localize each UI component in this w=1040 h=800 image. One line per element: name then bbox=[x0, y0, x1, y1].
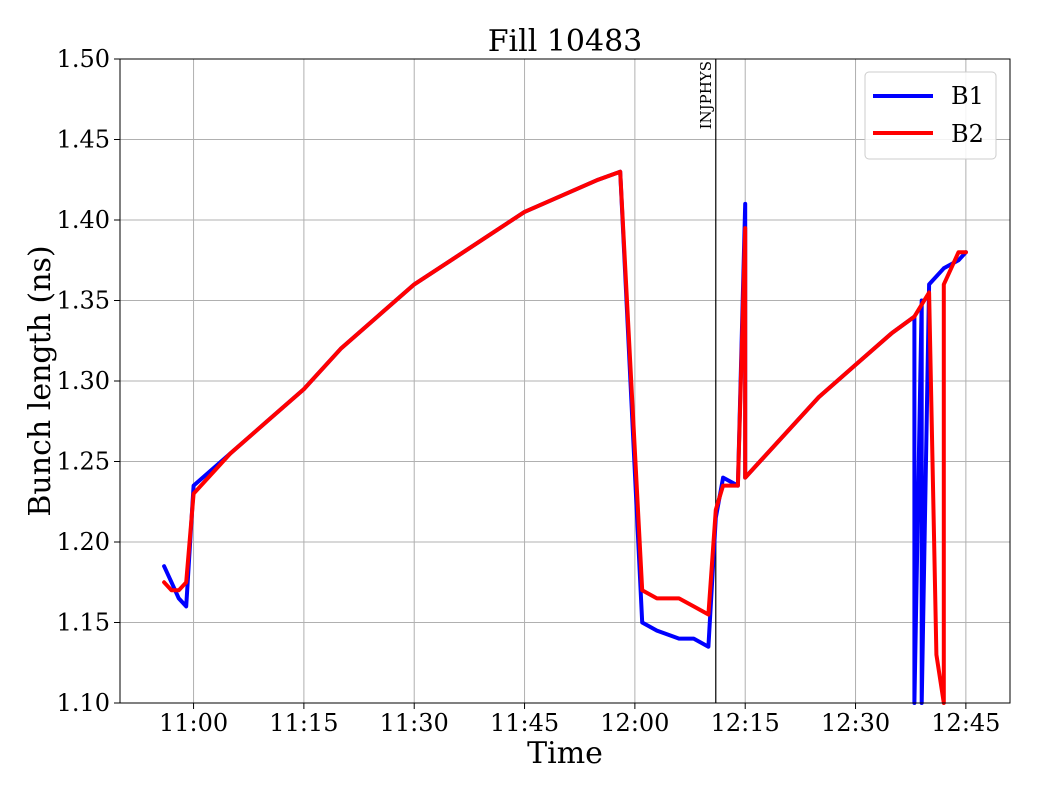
legend-label-b2: B2 bbox=[951, 120, 984, 148]
ticks: 11:00 11:15 11:30 11:45 12:00 12:15 12:30 12:45… bbox=[57, 45, 1001, 737]
series-line-b1 bbox=[162, 169, 968, 705]
y-tick-label: 1.15 bbox=[57, 609, 110, 637]
x-tick-label: 11:00 bbox=[159, 709, 228, 737]
y-tick-label: 1.40 bbox=[57, 206, 110, 234]
y-tick-label: 1.30 bbox=[57, 367, 110, 395]
y-tick-label: 1.35 bbox=[57, 287, 110, 315]
y-tick-label: 1.10 bbox=[57, 689, 110, 717]
x-tick-label: 12:45 bbox=[931, 709, 1000, 737]
legend-label-b1: B1 bbox=[951, 82, 984, 110]
x-tick-label: 11:15 bbox=[269, 709, 338, 737]
chart-title: Fill 10483 bbox=[488, 24, 643, 59]
y-axis-label: Bunch length (ns) bbox=[23, 245, 58, 516]
x-axis-label: Time bbox=[527, 736, 603, 771]
annotations: INJPHYS bbox=[697, 59, 717, 703]
x-tick-label: 11:30 bbox=[380, 709, 449, 737]
y-tick-label: 1.45 bbox=[57, 126, 110, 154]
x-tick-label: 12:30 bbox=[821, 709, 890, 737]
x-tick-label: 12:15 bbox=[711, 709, 780, 737]
y-tick-label: 1.20 bbox=[57, 528, 110, 556]
x-tick-label: 11:45 bbox=[490, 709, 559, 737]
x-tick-label: 12:00 bbox=[600, 709, 669, 737]
legend: B1 B2 bbox=[864, 71, 997, 160]
series bbox=[162, 169, 968, 705]
annotation-label: INJPHYS bbox=[697, 61, 715, 129]
y-tick-label: 1.25 bbox=[57, 448, 110, 476]
series-line-b2 bbox=[162, 169, 968, 705]
y-tick-label: 1.50 bbox=[57, 45, 110, 73]
legend-frame bbox=[864, 71, 997, 160]
